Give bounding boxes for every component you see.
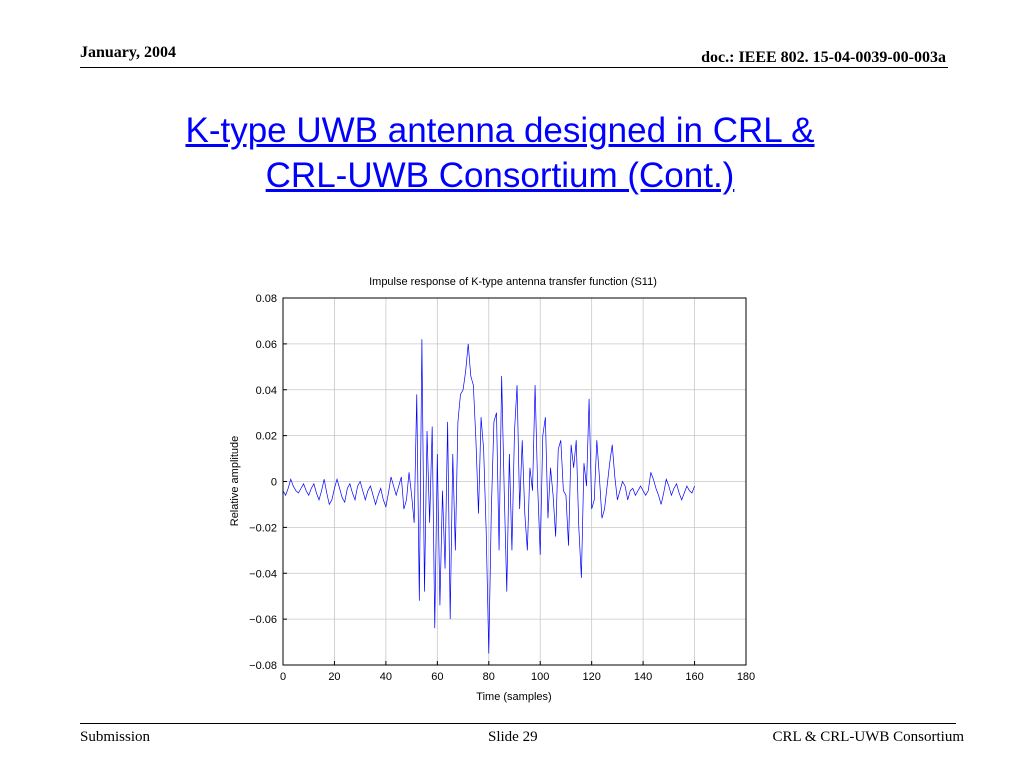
y-tick-label: −0.06 [249, 614, 277, 626]
x-tick-label: 40 [380, 671, 392, 683]
y-tick-label: 0.02 [256, 431, 277, 443]
y-tick-label: 0.04 [256, 385, 277, 397]
plot-frame [282, 297, 747, 666]
slide-title-line1: K-type UWB antenna designed in CRL & [185, 111, 815, 150]
header-rule [80, 67, 948, 68]
slide-title: K-type UWB antenna designed in CRL & CRL… [100, 108, 900, 198]
y-axis-label: Relative amplitude [229, 436, 241, 527]
y-tick-label: 0.08 [256, 293, 277, 305]
chart-grid [282, 297, 747, 666]
footer-organization: CRL & CRL-UWB Consortium [772, 729, 964, 745]
y-tick-label: −0.04 [249, 568, 277, 580]
x-tick-label: 160 [685, 671, 703, 683]
x-tick-label: 60 [431, 671, 443, 683]
footer-rule [80, 723, 956, 724]
chart-title: Impulse response of K-type antenna trans… [369, 276, 657, 288]
footer-submission: Submission [80, 729, 151, 745]
x-axis-label: Time (samples) [476, 691, 551, 703]
y-tick-label: −0.02 [249, 522, 277, 534]
y-tick-label: 0 [271, 477, 277, 489]
x-tick-label: 180 [737, 671, 755, 683]
x-tick-label: 100 [531, 671, 549, 683]
series-line [282, 339, 695, 654]
x-tick-label: 80 [483, 671, 495, 683]
x-tick-label: 120 [582, 671, 600, 683]
y-tick-label: −0.08 [249, 660, 277, 672]
x-tick-label: 20 [328, 671, 340, 683]
x-tick-label: 0 [280, 671, 286, 683]
header-doc-id: doc.: IEEE 802. 15-04-0039-00-003a [701, 49, 946, 66]
chart-ticks: 0 20 40 60 80 100 120 140 160 180 0.08 0.06 0.04 0.02… [249, 293, 755, 683]
slide-title-line2: CRL-UWB Consortium (Cont.) [265, 156, 735, 195]
x-tick-label: 140 [634, 671, 652, 683]
footer-slide-number: Slide 29 [488, 729, 538, 745]
y-tick-label: 0.06 [256, 339, 277, 351]
header-date: January, 2004 [80, 44, 177, 61]
